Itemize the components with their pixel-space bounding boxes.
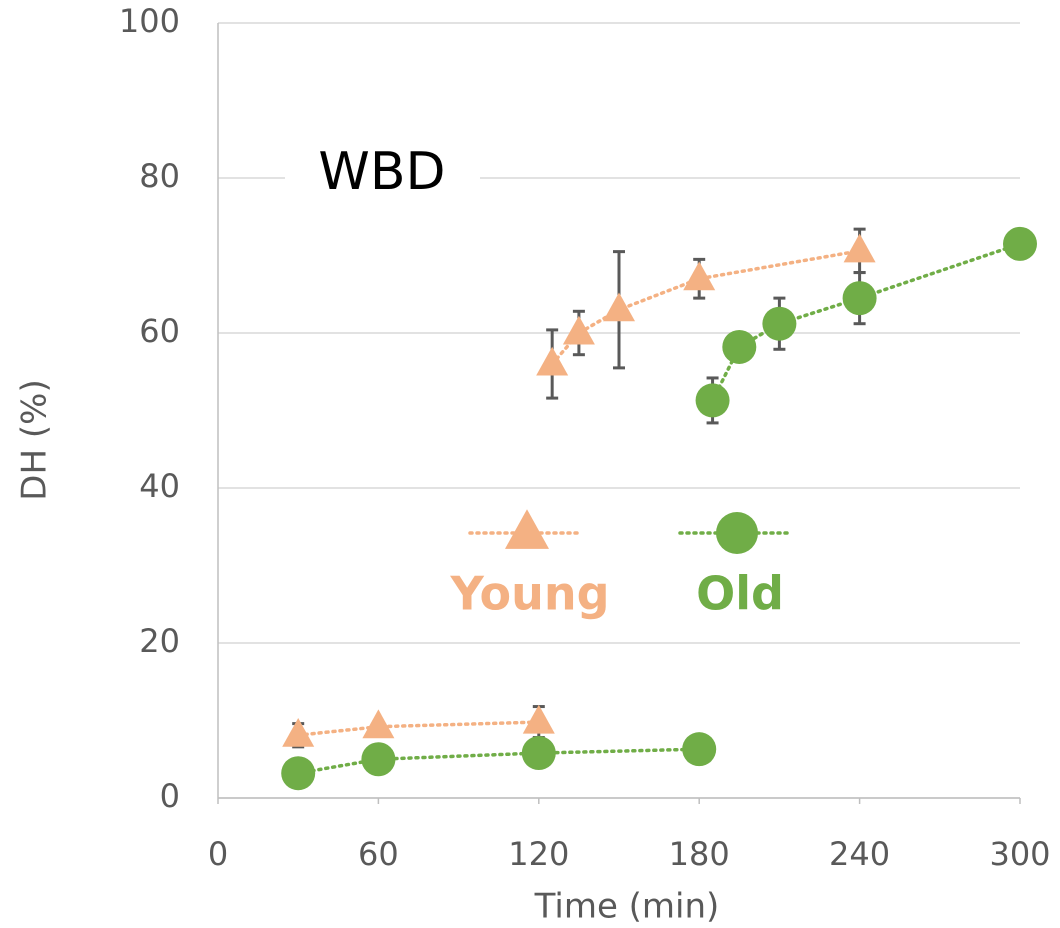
legend-item: Old <box>678 512 789 621</box>
y-tick-label: 60 <box>139 312 180 350</box>
y-tick-label: 20 <box>139 622 180 660</box>
marker <box>843 233 876 263</box>
marker <box>281 756 316 791</box>
x-tick-label: 120 <box>508 835 569 873</box>
marker <box>562 315 595 345</box>
marker <box>603 292 635 322</box>
legend-item: Young <box>449 509 610 621</box>
y-tick-label: 40 <box>139 467 180 505</box>
marker <box>722 329 757 364</box>
marker <box>683 261 716 291</box>
marker <box>682 732 717 767</box>
title-background <box>285 140 480 210</box>
x-tick-label: 0 <box>208 835 228 873</box>
marker <box>1003 226 1037 261</box>
y-tick-label: 0 <box>160 777 180 815</box>
marker <box>716 512 758 554</box>
marker <box>522 704 555 734</box>
x-tick-label: 180 <box>669 835 730 873</box>
y-tick-label: 100 <box>119 2 180 40</box>
x-axis-title: Time (min) <box>534 887 720 927</box>
series-line <box>296 747 701 775</box>
marker <box>695 383 730 418</box>
marker <box>282 717 315 747</box>
y-axis-title: DH (%) <box>15 379 55 500</box>
series-line <box>550 249 862 366</box>
legend-label: Old <box>696 567 784 621</box>
marker <box>521 736 556 771</box>
x-tick-label: 300 <box>989 835 1050 873</box>
x-tick-label: 240 <box>829 835 890 873</box>
marker <box>505 509 549 549</box>
series-line <box>296 720 541 737</box>
marker <box>762 306 797 341</box>
marker <box>536 346 569 376</box>
marker <box>842 281 877 316</box>
chart-title: WBD <box>318 142 445 202</box>
y-tick-label: 80 <box>139 157 180 195</box>
marker <box>361 742 396 777</box>
x-tick-label: 60 <box>358 835 399 873</box>
legend-label: Young <box>449 567 609 621</box>
marker <box>362 709 395 739</box>
